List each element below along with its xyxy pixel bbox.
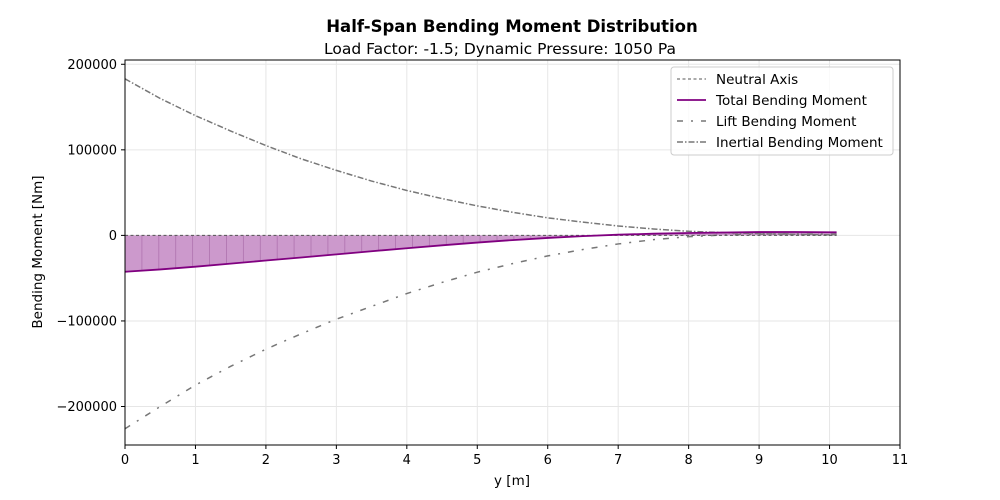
inertial-bending-moment-line — [124, 78, 837, 236]
y-tick-label: 0 — [109, 229, 117, 244]
x-tick-label: 5 — [473, 453, 481, 468]
x-tick-label: 8 — [684, 453, 692, 468]
legend-label-total-bending-moment: Total Bending Moment — [715, 93, 867, 109]
x-ticks: 0 1 2 3 4 5 6 7 8 9 10 11 — [121, 445, 908, 468]
x-tick-label: 1 — [191, 453, 199, 468]
y-tick-label: 200000 — [67, 58, 117, 73]
legend-label-inertial-bending-moment: Inertial Bending Moment — [716, 135, 883, 151]
legend-items: Neutral Axis Total Bending Moment Lift Ben… — [677, 72, 883, 151]
total-bending-moment-line — [124, 231, 837, 273]
total-moment-fill-area — [125, 231, 837, 272]
legend-label-lift-bending-moment: Lift Bending Moment — [716, 114, 856, 130]
x-tick-label: 10 — [821, 453, 838, 468]
x-tick-label: 3 — [332, 453, 340, 468]
y-tick-label: 100000 — [67, 143, 117, 158]
legend-box — [670, 66, 894, 156]
series-lines — [124, 78, 837, 430]
plot-frame — [124, 59, 901, 446]
legend-label-neutral-axis: Neutral Axis — [716, 72, 798, 88]
fill-area-group — [124, 231, 837, 272]
chart-subtitle: Load Factor: -1.5; Dynamic Pressure: 105… — [324, 40, 676, 58]
x-tick-label: 6 — [544, 453, 552, 468]
chart-title: Half-Span Bending Moment Distribution — [326, 17, 698, 36]
x-axis-label: y [m] — [494, 473, 530, 489]
x-tick-label: 11 — [892, 453, 909, 468]
legend: Neutral Axis Total Bending Moment Lift Ben… — [670, 66, 894, 156]
x-tick-label: 7 — [614, 453, 622, 468]
y-ticks: −200000 −100000 0 100000 200000 — [56, 58, 125, 415]
y-tick-label: −100000 — [56, 314, 117, 329]
x-tick-label: 4 — [403, 453, 411, 468]
y-tick-label: −200000 — [56, 400, 117, 415]
x-tick-label: 9 — [755, 453, 763, 468]
y-axis-label: Bending Moment [Nm] — [30, 175, 46, 328]
x-tick-label: 2 — [262, 453, 270, 468]
x-tick-label: 0 — [121, 453, 129, 468]
